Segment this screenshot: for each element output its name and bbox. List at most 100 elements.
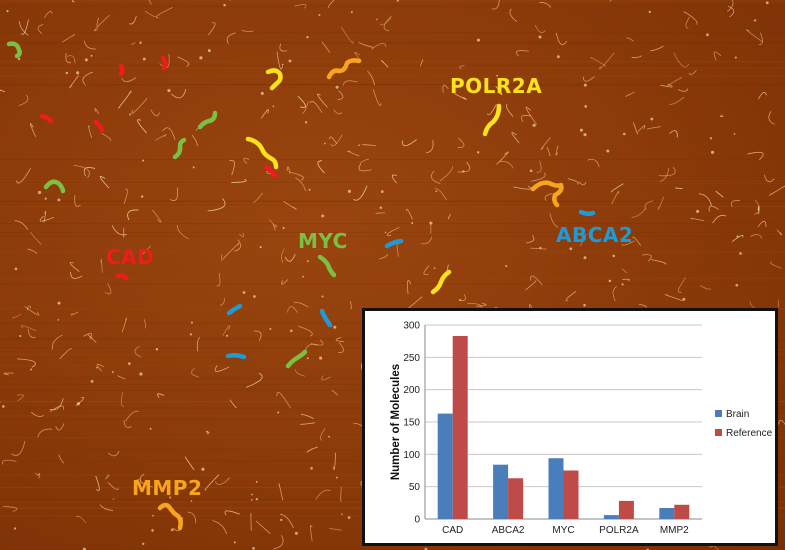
molecule-polr2a bbox=[430, 269, 452, 295]
molecule-myc bbox=[43, 179, 66, 194]
speck bbox=[142, 159, 145, 162]
dna-strand bbox=[530, 247, 547, 250]
speck bbox=[621, 283, 624, 286]
speck bbox=[384, 231, 387, 234]
dna-strand bbox=[378, 253, 389, 260]
speck bbox=[706, 33, 709, 37]
dna-strand bbox=[212, 520, 227, 535]
scan-line bbox=[0, 65, 785, 67]
speck bbox=[90, 54, 93, 57]
dna-strand bbox=[215, 477, 231, 486]
speck bbox=[496, 74, 498, 77]
dna-strand bbox=[11, 440, 26, 456]
scan-line bbox=[0, 75, 785, 77]
dna-strand bbox=[112, 497, 115, 501]
dna-strand bbox=[280, 513, 294, 529]
dna-strand bbox=[690, 217, 705, 222]
speck bbox=[281, 63, 284, 66]
speck bbox=[765, 1, 769, 5]
dna-strand bbox=[632, 122, 639, 135]
speck bbox=[358, 144, 360, 147]
speck bbox=[682, 297, 686, 301]
dna-strand bbox=[447, 213, 451, 220]
speck bbox=[583, 256, 587, 260]
speck bbox=[302, 275, 305, 278]
speck bbox=[709, 137, 713, 140]
dna-strand bbox=[300, 414, 314, 419]
dna-strand bbox=[191, 368, 200, 378]
dna-strand bbox=[753, 199, 761, 215]
dna-strand bbox=[430, 170, 441, 184]
dna-strand bbox=[590, 57, 607, 67]
dna-strand bbox=[18, 94, 29, 107]
dna-strand bbox=[281, 279, 289, 285]
dna-strand bbox=[99, 176, 110, 189]
speck bbox=[321, 214, 325, 218]
scan-line bbox=[0, 223, 785, 225]
dna-strand bbox=[191, 134, 198, 146]
speck bbox=[290, 329, 293, 333]
speck bbox=[379, 206, 383, 210]
dna-strand bbox=[350, 300, 352, 310]
dna-strand bbox=[677, 277, 687, 293]
scan-line bbox=[0, 235, 785, 237]
speck bbox=[476, 38, 480, 42]
dna-strand bbox=[66, 55, 76, 64]
scan-line bbox=[0, 84, 785, 86]
speck bbox=[696, 209, 700, 214]
molecule-myc bbox=[317, 254, 337, 278]
dna-strand bbox=[120, 392, 125, 407]
speck bbox=[129, 113, 131, 116]
speck bbox=[13, 527, 17, 530]
dna-strand bbox=[20, 19, 29, 35]
dna-strand bbox=[310, 339, 324, 346]
dna-strand bbox=[226, 32, 236, 45]
dna-strand bbox=[758, 92, 767, 100]
dna-strand bbox=[229, 399, 237, 409]
dna-strand bbox=[74, 195, 81, 207]
speck bbox=[57, 318, 60, 321]
speck bbox=[2, 405, 5, 408]
speck bbox=[333, 325, 337, 329]
speck bbox=[396, 0, 399, 2]
dna-strand bbox=[359, 158, 370, 166]
dna-strand bbox=[408, 296, 423, 309]
molecule-polr2a bbox=[265, 68, 283, 91]
dna-strand bbox=[88, 334, 97, 343]
speck bbox=[57, 301, 61, 305]
speck bbox=[152, 514, 154, 517]
y-tick-label: 300 bbox=[403, 321, 420, 332]
scan-line bbox=[0, 283, 785, 285]
dna-strand bbox=[121, 77, 137, 83]
dna-strand bbox=[530, 275, 543, 286]
speck bbox=[259, 246, 262, 249]
dna-strand bbox=[700, 285, 712, 290]
dna-strand bbox=[659, 167, 670, 183]
dna-strand bbox=[769, 185, 785, 196]
speck bbox=[84, 58, 88, 62]
dna-strand bbox=[321, 41, 331, 53]
dna-strand bbox=[330, 134, 343, 147]
speck bbox=[76, 71, 80, 75]
dna-strand bbox=[187, 511, 197, 524]
dna-strand bbox=[184, 456, 195, 471]
dna-strand bbox=[688, 70, 697, 76]
dna-strand bbox=[549, 213, 559, 228]
molecule-cad bbox=[115, 273, 129, 281]
molecule-mmp2 bbox=[326, 58, 362, 80]
dna-strand bbox=[302, 101, 309, 114]
dna-strand bbox=[29, 123, 37, 138]
dna-strand bbox=[51, 334, 63, 350]
speck bbox=[142, 57, 146, 61]
dna-strand bbox=[221, 254, 223, 262]
dna-strand bbox=[96, 363, 105, 372]
speck bbox=[242, 291, 246, 294]
dna-strand bbox=[454, 93, 467, 100]
dna-strand bbox=[391, 174, 397, 184]
dna-strand bbox=[229, 159, 235, 176]
speck bbox=[151, 529, 154, 532]
speck bbox=[223, 3, 226, 7]
speck bbox=[294, 531, 298, 535]
dna-strand bbox=[457, 161, 471, 173]
bar-brain-mmp2 bbox=[659, 508, 675, 519]
